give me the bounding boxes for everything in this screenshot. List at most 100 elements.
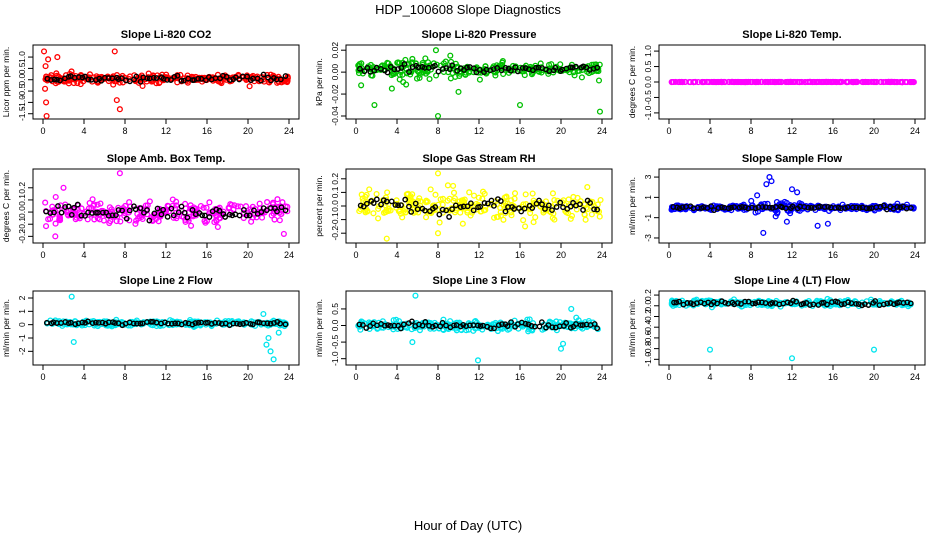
reference-point [470,322,477,329]
reference-point [222,214,229,220]
data-point [522,223,529,230]
reference-point [357,65,363,72]
panel-title: Slope Line 2 Flow [120,275,213,287]
figure-xlabel: Hour of Day (UTC) [413,518,523,533]
reference-point [282,207,289,214]
data-point [172,205,179,212]
data-point [574,194,581,201]
reference-point [174,72,181,79]
data-point [375,205,382,212]
reference-point [435,68,442,75]
outlier-point [409,55,416,63]
reference-point [153,75,160,81]
reference-point [170,212,177,219]
reference-point [364,64,371,71]
outlier-point [434,230,442,237]
outlier-point [113,97,120,104]
x-tick-label: 8 [435,372,440,382]
y-tick-label: 0.0 [643,76,653,88]
reference-point [223,73,230,80]
data-point [91,216,98,223]
outlier-point [60,184,67,191]
reference-point [381,322,388,329]
x-tick-label: 0 [666,372,671,382]
outlier-point [760,229,767,236]
outlier-point [596,108,603,115]
x-tick-label: 20 [243,126,253,136]
reference-point [398,65,405,71]
reference-point [172,320,179,327]
outlier-point [388,85,395,92]
data-point [716,78,723,86]
reference-point [119,207,125,214]
data-point [588,211,595,218]
reference-point [439,319,446,326]
data-point [457,209,464,216]
data-point [839,78,846,85]
reference-point [766,204,773,211]
outlier-point [52,233,59,240]
reference-point [246,212,253,219]
reference-point [849,204,856,211]
x-tick-label: 20 [869,126,879,136]
reference-point [451,322,457,329]
data-point [487,322,494,329]
data-point [459,220,466,227]
reference-point [487,325,494,332]
reference-point [357,202,364,209]
x-tick-label: 8 [435,250,440,260]
x-tick-label: 0 [353,126,358,136]
data-point [413,75,421,82]
data-point [388,72,395,79]
reference-point [865,302,872,308]
y-tick-label: 3 [643,174,653,179]
reference-point [137,320,144,327]
data-point [709,79,716,86]
reference-point [484,200,491,207]
reference-point [863,205,870,212]
reference-point [134,320,140,327]
data-point [110,81,117,88]
reference-point [894,204,901,210]
x-tick-label: 20 [243,372,253,382]
reference-point [877,203,884,210]
reference-point [504,323,511,330]
data-point [456,198,463,205]
y-tick-label: 1.0 [643,45,653,57]
reference-point [538,319,545,326]
data-point [586,70,593,77]
data-point [278,79,285,86]
data-point [416,327,423,334]
y-axis-label: degrees C per min. [627,46,637,118]
reference-point [594,325,601,332]
reference-point [192,320,199,326]
reference-point [470,207,477,214]
panel-title: Slope Li-820 Temp. [742,29,841,41]
reference-point [838,301,845,308]
data-point [211,219,218,226]
outlier-point [870,346,878,353]
reference-point [277,76,284,83]
reference-point [171,73,178,80]
reference-point [360,322,366,328]
y-tick-label: 0.1 [17,194,27,206]
reference-point [68,211,75,218]
reference-point [466,322,473,329]
data-point [43,223,50,230]
reference-point [184,214,191,221]
outlier-point [280,230,287,237]
reference-point [234,320,240,327]
reference-point [512,64,519,71]
reference-point [195,319,202,326]
data-point [545,70,552,77]
reference-point [401,61,408,67]
y-tick-label: -1.0 [643,105,653,120]
data-point [366,186,373,193]
data-point [423,199,430,206]
reference-point [189,207,196,213]
reference-point [409,318,415,325]
reference-point [577,322,584,329]
reference-point [395,202,401,209]
reference-point [146,217,153,224]
